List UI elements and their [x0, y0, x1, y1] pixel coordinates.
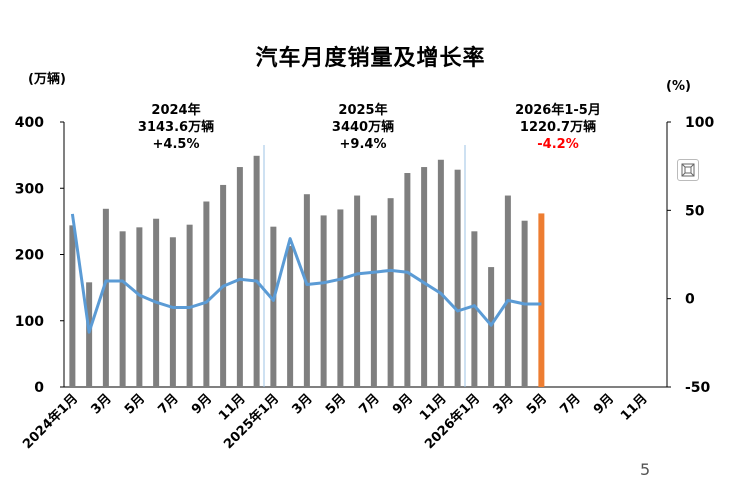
- annotation-growth: -4.2%: [537, 137, 578, 152]
- right-tick-label: 0: [685, 292, 695, 308]
- left-tick-label: 0: [34, 380, 44, 396]
- left-tick-label: 200: [15, 248, 44, 264]
- x-tick-label: 7月: [558, 391, 584, 417]
- left-axis-unit: (万辆): [28, 72, 66, 87]
- sales-bar: [236, 167, 243, 387]
- sales-bar: [287, 245, 294, 387]
- x-tick-label: 5月: [323, 391, 349, 417]
- growth-rate-line: [70, 213, 542, 334]
- x-tick-label: 9月: [189, 391, 215, 417]
- sales-bar: [454, 169, 461, 387]
- left-tick-label: 400: [15, 115, 44, 131]
- left-tick-label: 100: [15, 314, 44, 330]
- sales-bar: [253, 155, 260, 387]
- x-tick-label: 9月: [390, 391, 416, 417]
- sales-bar-highlight: [538, 213, 545, 387]
- expand-icon-glyph: [681, 163, 695, 177]
- right-axis-unit: (%): [666, 79, 691, 94]
- x-tick-label: 7月: [357, 391, 383, 417]
- sales-bar: [69, 225, 76, 387]
- sales-bar: [471, 231, 478, 387]
- sales-bar: [404, 173, 411, 387]
- page-number: 5: [640, 460, 651, 479]
- x-tick-label: 9月: [591, 391, 617, 417]
- sales-bar: [370, 215, 377, 387]
- sales-bar: [421, 167, 428, 387]
- annotation-total: 3440万辆: [332, 119, 394, 135]
- chart-title: 汽车月度销量及增长率: [255, 46, 486, 71]
- annotation-year: 2025年: [338, 102, 387, 118]
- annotation-year: 2024年: [151, 102, 200, 118]
- x-tick-label: 11月: [618, 391, 651, 424]
- sales-bar: [387, 198, 394, 387]
- sales-bar: [437, 159, 444, 387]
- x-tick-label: 2024年1月: [20, 391, 82, 453]
- sales-bar: [136, 227, 143, 387]
- sales-bar: [102, 208, 109, 387]
- right-tick-label: -50: [685, 380, 711, 396]
- annotation-growth: +9.4%: [340, 137, 387, 152]
- x-tick-label: 3月: [491, 391, 517, 417]
- sales-bar: [303, 194, 310, 387]
- annotation-total: 3143.6万辆: [138, 119, 214, 135]
- left-tick-label: 300: [15, 181, 44, 197]
- x-tick-label: 7月: [156, 391, 182, 417]
- sales-bar: [337, 209, 344, 387]
- right-tick-label: 50: [685, 203, 705, 219]
- sales-bar: [86, 282, 93, 387]
- x-tick-label: 3月: [89, 391, 115, 417]
- x-tick-label: 5月: [524, 391, 550, 417]
- annotation-year: 2026年1-5月: [515, 102, 601, 118]
- sales-bar: [320, 215, 327, 387]
- sales-bar: [504, 195, 511, 387]
- right-tick-label: 100: [685, 115, 714, 131]
- sales-bar: [270, 226, 277, 387]
- sales-bar: [186, 224, 193, 387]
- sales-bar: [354, 195, 361, 387]
- annotation-total: 1220.7万辆: [520, 119, 596, 135]
- sales-bar: [119, 231, 126, 387]
- x-tick-label: 3月: [290, 391, 316, 417]
- sales-bar: [169, 237, 176, 387]
- annotation-growth: +4.5%: [153, 137, 200, 152]
- expand-icon[interactable]: [677, 159, 699, 181]
- sales-bar: [488, 267, 495, 387]
- x-tick-label: 5月: [122, 391, 148, 417]
- sales-bar: [203, 201, 210, 387]
